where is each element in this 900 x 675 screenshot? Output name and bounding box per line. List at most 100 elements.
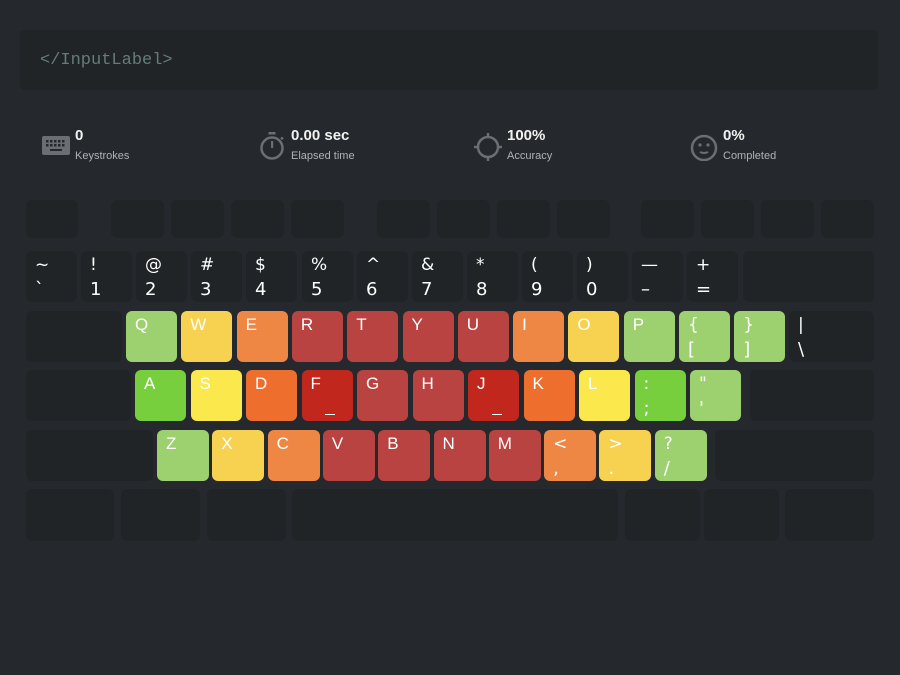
key-label-bottom: 6 <box>366 279 378 300</box>
key-0[interactable]: ) 0 <box>577 251 628 302</box>
input-label-panel: </InputLabel> <box>20 30 878 90</box>
key-comma[interactable]: <, <box>544 430 597 481</box>
key-period[interactable]: >. <box>599 430 652 481</box>
key-1[interactable]: ! 1 <box>81 251 132 302</box>
key-semicolon[interactable]: :; <box>634 370 686 421</box>
key-w[interactable]: W <box>181 311 233 362</box>
key-f11[interactable] <box>761 200 814 238</box>
key-f1[interactable] <box>111 200 164 238</box>
key-f3[interactable] <box>231 200 284 238</box>
key-equals[interactable]: + = <box>687 251 738 302</box>
key-minus[interactable]: — – <box>632 251 683 302</box>
key-g[interactable]: G <box>357 370 408 421</box>
key-label-top: M <box>497 434 512 453</box>
key-label-top: # <box>200 255 215 275</box>
key-label-bottom: 8 <box>476 279 488 300</box>
key-u[interactable]: U <box>457 311 509 362</box>
key-space[interactable] <box>292 489 618 541</box>
key-d[interactable]: D <box>246 370 297 421</box>
key-f9[interactable] <box>641 200 694 238</box>
key-v[interactable]: V <box>322 430 375 481</box>
key-label-top: T <box>356 315 367 334</box>
key-z[interactable]: Z <box>157 430 209 481</box>
key-right-alt[interactable] <box>625 489 700 541</box>
key-label-bottom: / <box>663 458 670 479</box>
key-escape[interactable] <box>26 200 78 238</box>
key-a[interactable]: A <box>135 370 186 421</box>
key-c[interactable]: C <box>267 430 320 481</box>
key-f4[interactable] <box>291 200 344 238</box>
key-label-top: N <box>442 434 455 453</box>
key-right-ctrl[interactable] <box>785 489 874 541</box>
key-label-top: P <box>632 315 645 334</box>
key-backtick[interactable]: ~ ` <box>26 251 77 302</box>
key-label-top: Y <box>411 315 423 334</box>
key-f10[interactable] <box>701 200 754 238</box>
key-7[interactable]: & 7 <box>412 251 463 302</box>
key-label-top: ) <box>586 255 593 275</box>
key-left-shift[interactable] <box>26 430 153 481</box>
key-f7[interactable] <box>497 200 550 238</box>
key-left-meta[interactable] <box>121 489 200 541</box>
key-label-bottom: 4 <box>255 279 267 300</box>
key-q[interactable]: Q <box>126 311 177 362</box>
key-right-meta[interactable] <box>704 489 779 541</box>
key-l[interactable]: L <box>579 370 630 421</box>
crosshair-icon <box>474 133 502 161</box>
key-slash[interactable]: ? / <box>654 430 707 481</box>
key-f8[interactable] <box>557 200 610 238</box>
key-y[interactable]: Y <box>402 311 454 362</box>
key-p[interactable]: P <box>623 311 675 362</box>
key-6[interactable]: ^ 6 <box>357 251 408 302</box>
key-f6[interactable] <box>437 200 490 238</box>
key-caps-lock[interactable] <box>26 370 131 421</box>
key-k[interactable]: K <box>523 370 575 421</box>
key-f5[interactable] <box>377 200 430 238</box>
key-label-top: > <box>608 434 623 454</box>
key-label-bottom: – <box>641 279 650 300</box>
key-8[interactable]: * 8 <box>467 251 518 302</box>
key-label-top: B <box>387 434 399 453</box>
key-label-bottom: ` <box>35 279 44 300</box>
key-backslash[interactable]: | \ <box>789 311 874 362</box>
key-right-bracket[interactable]: }] <box>734 311 786 362</box>
key-4[interactable]: $4 <box>246 251 297 302</box>
accuracy-value: 100% <box>507 127 546 144</box>
key-j[interactable]: J <box>468 370 519 421</box>
key-n[interactable]: N <box>433 430 486 481</box>
key-f2[interactable] <box>171 200 224 238</box>
key-f[interactable]: F <box>301 370 353 421</box>
key-left-alt[interactable] <box>207 489 286 541</box>
key-label-top: H <box>421 374 434 393</box>
key-o[interactable]: O <box>568 311 620 362</box>
key-label-bottom: 3 <box>200 279 212 300</box>
key-f12[interactable] <box>821 200 874 238</box>
key-label-top: | <box>798 315 804 335</box>
key-quote[interactable]: " ' <box>690 370 741 421</box>
key-i[interactable]: I <box>513 311 565 362</box>
key-s[interactable]: S <box>190 370 242 421</box>
key-left-ctrl[interactable] <box>26 489 114 541</box>
key-9[interactable]: (9 <box>522 251 573 302</box>
key-e[interactable]: E <box>236 311 288 362</box>
key-r[interactable]: R <box>291 311 343 362</box>
key-x[interactable]: X <box>212 430 265 481</box>
key-label-bottom: [ <box>688 339 696 360</box>
key-label-top: ^ <box>366 255 381 275</box>
key-tab[interactable] <box>26 311 122 362</box>
key-label-bottom: 0 <box>586 279 598 300</box>
key-2[interactable]: @2 <box>136 251 187 302</box>
key-5[interactable]: % 5 <box>302 251 353 302</box>
key-right-shift[interactable] <box>715 430 874 481</box>
key-backspace[interactable] <box>743 251 874 302</box>
key-left-bracket[interactable]: {[ <box>679 311 730 362</box>
key-enter[interactable] <box>750 370 874 421</box>
key-3[interactable]: #3 <box>191 251 242 302</box>
key-b[interactable]: B <box>378 430 431 481</box>
key-label-top: @ <box>145 255 162 275</box>
key-t[interactable]: T <box>347 311 399 362</box>
key-h[interactable]: H <box>412 370 464 421</box>
key-m[interactable]: M <box>488 430 541 481</box>
key-label-top: V <box>331 434 344 453</box>
key-label-top: $ <box>255 255 266 275</box>
